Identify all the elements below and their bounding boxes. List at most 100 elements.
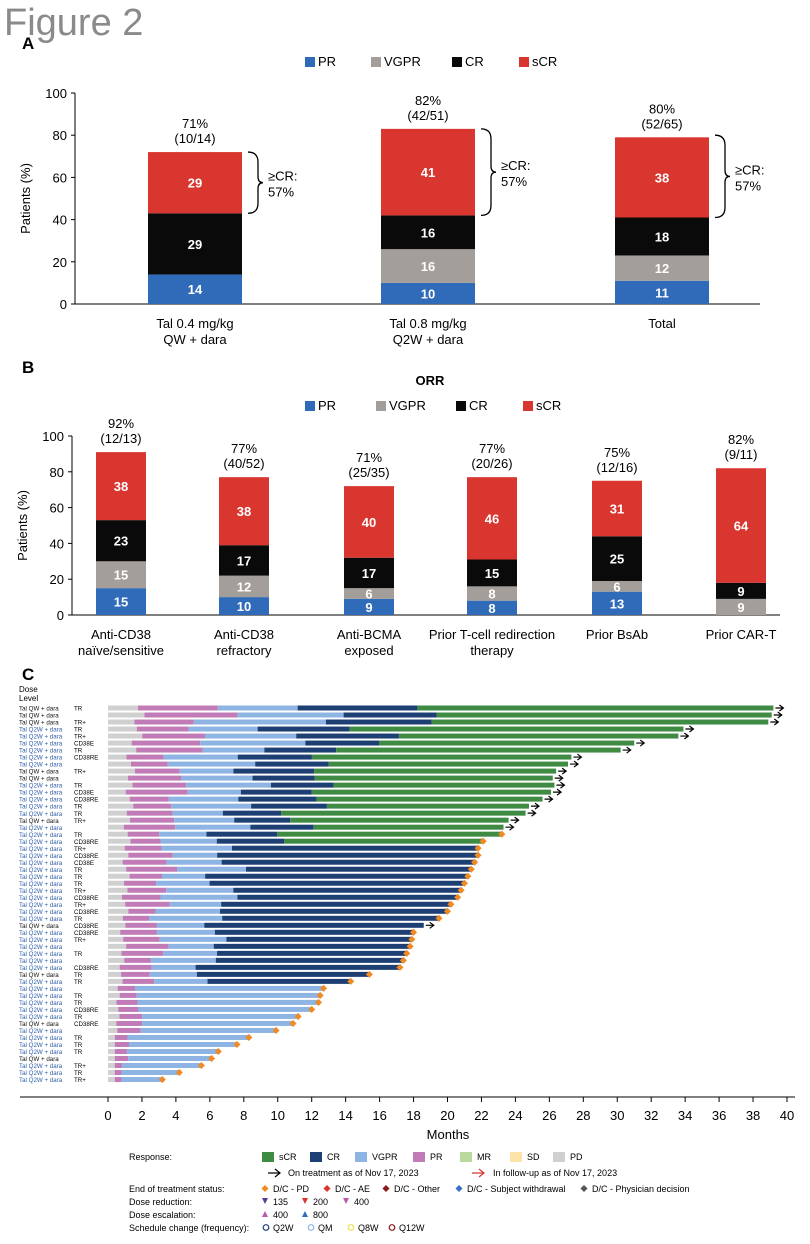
swimmer-bar-segment xyxy=(431,719,769,725)
panel-a-legend-label-scr: sCR xyxy=(532,54,557,69)
legend-schedule-value: QM xyxy=(318,1223,333,1233)
swimmer-end-marker xyxy=(399,956,407,964)
swimmer-bar-segment xyxy=(108,950,122,956)
panel-b-data-label: 8 xyxy=(488,587,495,602)
panel-a-y-tick-label: 60 xyxy=(53,170,67,185)
swimmer-bar-segment xyxy=(270,782,334,788)
swimmer-end-marker xyxy=(347,977,355,985)
swimmer-row-dose-label: Tal Q2W + dara xyxy=(19,832,63,839)
swimmer-row-dose-label: Tal Q2W + dara xyxy=(19,783,63,790)
swimmer-legend-label-pd: PD xyxy=(570,1152,583,1162)
swimmer-bar-segment xyxy=(108,705,138,711)
swimmer-legend-label-cr: CR xyxy=(327,1152,340,1162)
panel-b-data-label: 10 xyxy=(237,599,251,614)
swimmer-end-marker xyxy=(316,991,324,999)
swimmer-bar-segment xyxy=(140,1027,277,1033)
swimmer-bar-segment xyxy=(150,957,216,963)
panel-b-total-count: (20/26) xyxy=(471,456,512,471)
swimmer-bar-segment xyxy=(114,1034,128,1040)
swimmer-bar-segment xyxy=(255,761,329,767)
swimmer-bar-segment xyxy=(108,824,124,830)
swimmer-bar-segment xyxy=(108,936,124,942)
swimmer-row-tag: TR xyxy=(74,1035,83,1042)
swimmer-row-dose-label: Tal Q2W + dara xyxy=(19,986,63,993)
panel-b-y-tick-label: 0 xyxy=(57,608,64,623)
swimmer-legend-response-label: Response: xyxy=(129,1152,172,1162)
swimmer-bar-segment xyxy=(213,943,411,949)
panel-b-category-label: refractory xyxy=(217,643,272,658)
swimmer-bar-segment xyxy=(108,747,137,753)
panel-a-bar-vgpr xyxy=(615,255,709,281)
legend-dose-reduction-marker xyxy=(262,1198,268,1204)
panel-b-data-label: 6 xyxy=(365,587,372,602)
panel-c-dose-header-level: Level xyxy=(19,694,38,703)
swimmer-on-treatment-arrow xyxy=(544,795,554,803)
swimmer-bar-segment xyxy=(161,845,232,851)
swimmer-row-tag: CD38RE xyxy=(74,923,98,930)
panel-a-bar-vgpr xyxy=(381,249,475,283)
panel-c-x-tick-label: 28 xyxy=(576,1108,590,1123)
swimmer-bar-segment xyxy=(108,775,129,781)
swimmer-bar-segment xyxy=(108,859,123,865)
swimmer-bar-segment xyxy=(137,999,319,1005)
panel-b-y-tick-label: 20 xyxy=(50,572,64,587)
swimmer-bar-segment xyxy=(131,761,168,767)
panel-b-data-label: 17 xyxy=(237,553,251,568)
panel-a-y-tick-label: 20 xyxy=(53,255,67,270)
swimmer-row-dose-label: Tal Q2W + dara xyxy=(19,853,63,860)
swimmer-bar-segment xyxy=(417,705,774,711)
legend-dose-reduction-marker xyxy=(302,1198,308,1204)
panel-b-category-label: Anti-CD38 xyxy=(91,627,151,642)
swimmer-bar-segment xyxy=(179,768,234,774)
swimmer-bar-segment xyxy=(326,803,529,809)
panel-b-bar-vgpr xyxy=(219,575,269,598)
legend-follow-up-label: In follow-up as of Nov 17, 2023 xyxy=(493,1168,617,1178)
swimmer-bar-segment xyxy=(250,824,314,830)
swimmer-bar-segment xyxy=(126,943,169,949)
panel-b-category-label: Anti-CD38 xyxy=(214,627,274,642)
swimmer-bar-segment xyxy=(233,887,462,893)
swimmer-bar-segment xyxy=(126,810,173,816)
swimmer-row-dose-label: Tal Q2W + dara xyxy=(19,1035,63,1042)
panel-a-legend-label-cr: CR xyxy=(465,54,484,69)
swimmer-bar-segment xyxy=(122,915,150,921)
panel-a-category-label: Tal 0.4 mg/kg xyxy=(156,316,233,331)
swimmer-bar-segment xyxy=(108,873,130,879)
swimmer-bar-segment xyxy=(159,831,207,837)
panel-a-y-tick-label: 40 xyxy=(53,213,67,228)
swimmer-bar-segment xyxy=(222,915,440,921)
panel-b-category-label: therapy xyxy=(470,643,514,658)
swimmer-bar-segment xyxy=(174,817,235,823)
swimmer-bar-segment xyxy=(108,866,127,872)
swimmer-bar-segment xyxy=(314,768,557,774)
swimmer-bar-segment xyxy=(114,1063,123,1069)
swimmer-row-tag: TR+ xyxy=(74,720,86,727)
legend-on-treatment-label: On treatment as of Nov 17, 2023 xyxy=(288,1168,419,1178)
panel-a-bar-cr xyxy=(148,213,242,275)
swimmer-bar-segment xyxy=(156,880,210,886)
panel-b-y-tick-label: 40 xyxy=(50,536,64,551)
swimmer-on-treatment-arrow xyxy=(554,774,564,782)
panel-a-y-tick-label: 100 xyxy=(45,86,67,101)
swimmer-row-dose-label: Tal Q2W + dara xyxy=(19,839,63,846)
swimmer-row-dose-label: Tal Q2W + dara xyxy=(19,1014,63,1021)
swimmer-row-tag: TR xyxy=(74,804,83,811)
panel-b-bar-cr xyxy=(96,520,146,562)
swimmer-bar-segment xyxy=(217,705,298,711)
swimmer-row-dose-label: Tal Q2W + dara xyxy=(19,937,63,944)
swimmer-bar-segment xyxy=(128,908,156,914)
swimmer-bar-segment xyxy=(108,1027,118,1033)
swimmer-bar-segment xyxy=(108,887,128,893)
swimmer-bar-segment xyxy=(117,1027,141,1033)
swimmer-bar-segment xyxy=(128,1056,212,1061)
swimmer-bar-segment xyxy=(343,712,437,718)
panel-a-total-count: (10/14) xyxy=(174,131,215,146)
swimmer-row-dose-label: Tal Q2W + dara xyxy=(19,930,63,937)
panel-b-data-label: 23 xyxy=(114,534,128,549)
swimmer-bar-segment xyxy=(108,789,126,795)
swimmer-row-tag: TR+ xyxy=(74,937,86,944)
swimmer-end-marker xyxy=(454,893,462,901)
panel-b-total-percent: 75% xyxy=(604,445,630,460)
swimmer-bar-segment xyxy=(114,1070,122,1076)
panel-b-data-label: 40 xyxy=(362,515,376,530)
